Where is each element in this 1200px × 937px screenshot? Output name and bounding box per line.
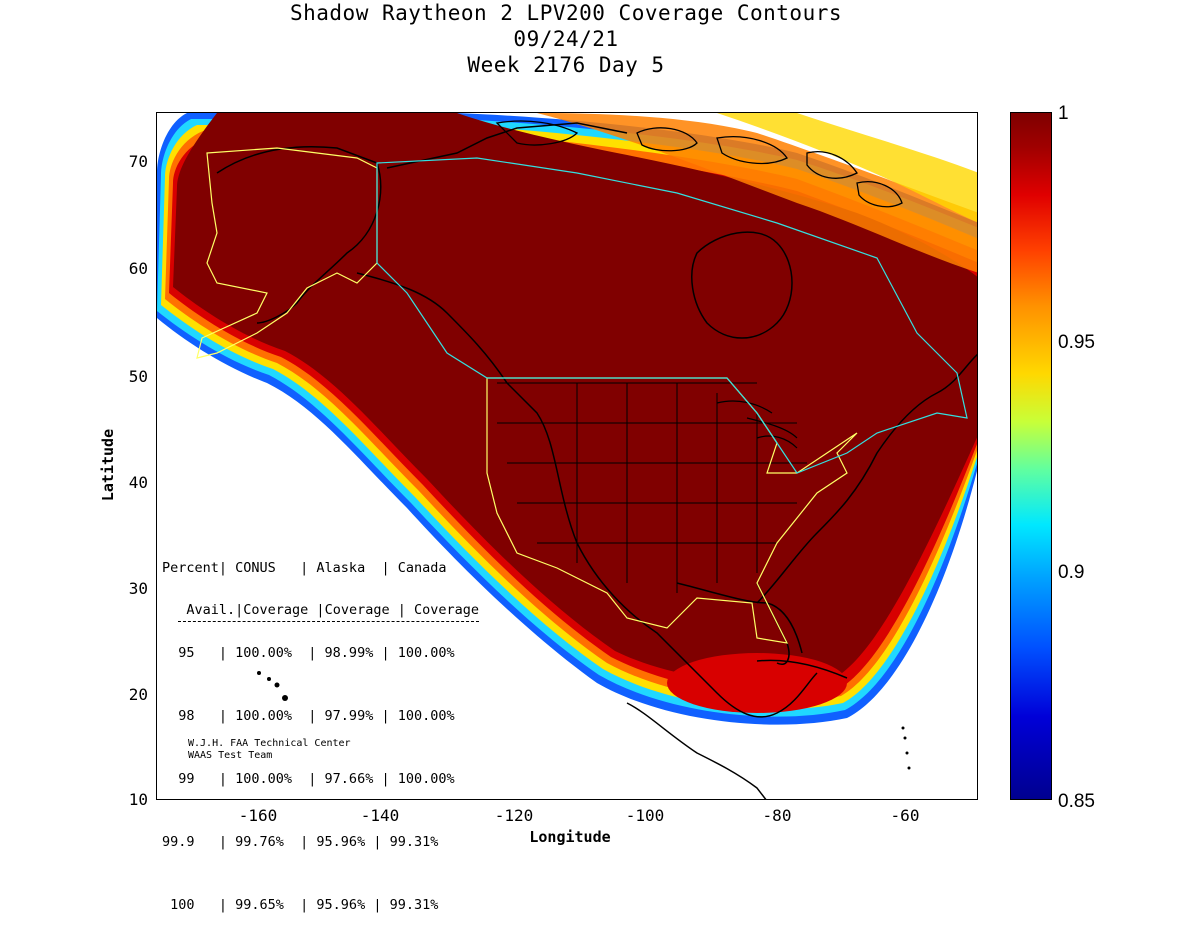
x-tick-neg80: -80 — [762, 806, 792, 825]
y-tick-40: 40 — [128, 473, 148, 492]
stats-header-1: Percent| CONUS | Alaska | Canada — [162, 560, 447, 576]
colorbar-tick-1: 1 — [1058, 103, 1069, 124]
stats-row-98: 98 | 100.00% | 97.99% | 100.00% — [162, 708, 455, 724]
y-tick-60: 60 — [128, 259, 148, 278]
y-tick-20: 20 — [128, 685, 148, 704]
coverage-contour-svg — [157, 113, 977, 799]
y-axis-label: Latitude — [99, 428, 117, 502]
coverage-stats-table: Percent| CONUS | Alaska | Canada Avail.|… — [162, 516, 479, 937]
arctic-islands — [495, 120, 903, 208]
credit-line-1: W.J.H. FAA Technical Center — [188, 738, 351, 749]
y-tick-70: 70 — [128, 152, 148, 171]
title-line-1: Shadow Raytheon 2 LPV200 Coverage Contou… — [289, 1, 842, 25]
us-state-borders — [497, 382, 807, 593]
x-tick-neg140: -140 — [360, 806, 400, 825]
coverage-map — [156, 112, 978, 800]
arctic-band-yellow — [717, 113, 977, 223]
colorbar-tick-085: 0.85 — [1058, 791, 1095, 812]
arctic-band — [537, 113, 977, 273]
caribbean-islands — [901, 726, 911, 770]
central-america — [626, 702, 767, 799]
chart-title: Shadow Raytheon 2 LPV200 Coverage Contou… — [0, 0, 1132, 78]
title-line-2: 09/24/21 — [513, 27, 619, 51]
title-line-3: Week 2176 Day 5 — [467, 53, 665, 77]
y-tick-10: 10 — [128, 790, 148, 809]
colorbar-tick-09: 0.9 — [1058, 562, 1085, 583]
cuba — [756, 659, 848, 679]
x-tick-neg60: -60 — [890, 806, 920, 825]
y-tick-50: 50 — [128, 367, 148, 386]
coastline-north-america — [216, 122, 977, 718]
colorbar-tick-095: 0.95 — [1058, 332, 1095, 353]
hawaii-islands — [257, 671, 288, 701]
x-tick-neg100: -100 — [625, 806, 665, 825]
hudson-bay — [691, 231, 793, 339]
coverage-core-region — [173, 113, 977, 683]
credit-line-2: WAAS Test Team — [188, 750, 273, 761]
stats-row-99: 99 | 100.00% | 97.66% | 100.00% — [162, 771, 455, 787]
x-tick-neg120: -120 — [494, 806, 534, 825]
canada-boundary — [376, 157, 968, 474]
y-tick-30: 30 — [128, 579, 148, 598]
colorbar — [1010, 112, 1052, 800]
great-lakes — [716, 400, 798, 449]
stats-row-95: 95 | 100.00% | 98.99% | 100.00% — [162, 645, 455, 661]
credit-text: W.J.H. FAA Technical Center WAAS Test Te… — [188, 738, 351, 762]
stats-header-2: Avail.|Coverage |Coverage | Coverage — [178, 600, 479, 622]
x-tick-neg160: -160 — [238, 806, 278, 825]
x-axis-label: Longitude — [529, 828, 611, 846]
stats-row-100: 100 | 99.65% | 95.96% | 99.31% — [162, 897, 439, 913]
caribbean-red-zone — [667, 653, 847, 713]
stats-row-99-9: 99.9 | 99.76% | 95.96% | 99.31% — [162, 834, 439, 850]
